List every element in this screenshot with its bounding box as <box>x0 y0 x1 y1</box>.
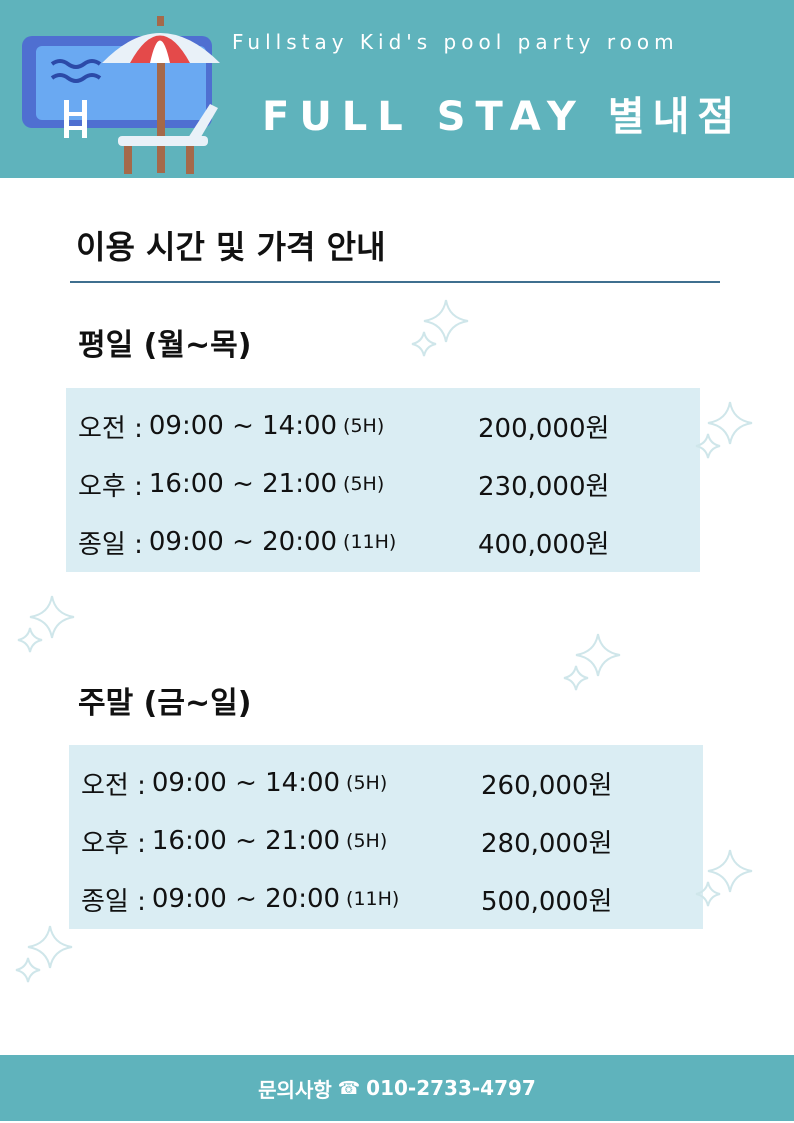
sparkle-icon <box>563 633 621 691</box>
slot-label: 종일 : <box>78 529 143 560</box>
weekend-price-box: 오전 : 09:00 ~ 14:00 (5H) 260,000원 오후 : 16… <box>69 745 703 929</box>
sparkle-icon <box>411 299 469 357</box>
weekend-title: 주말 (금~일) <box>78 686 252 721</box>
price: 400,000원 <box>478 529 610 560</box>
contact-footer: 문의사항 ☎ 010-2733-4797 <box>0 1055 794 1121</box>
sparkle-icon <box>17 595 75 653</box>
price-row: 종일 : 09:00 ~ 20:00 (11H) 500,000원 <box>81 879 612 919</box>
duration: (5H) <box>346 830 388 852</box>
price-row: 오후 : 16:00 ~ 21:00 (5H) 280,000원 <box>81 821 612 861</box>
price: 230,000원 <box>478 471 610 502</box>
time-range: 09:00 ~ 14:00 <box>148 411 338 441</box>
header-banner: Fullstay Kid's pool party room FULL STAY… <box>0 0 794 178</box>
slot-label: 종일 : <box>81 886 146 917</box>
phone-number[interactable]: 010-2733-4797 <box>366 1076 536 1100</box>
pool-umbrella-logo-icon <box>22 16 220 174</box>
price: 200,000원 <box>478 413 610 444</box>
contact-label: 문의사항 <box>258 1077 332 1102</box>
page-title: 이용 시간 및 가격 안내 <box>76 228 386 266</box>
sparkle-icon <box>695 849 753 907</box>
price: 500,000원 <box>481 886 613 917</box>
header-subtitle: Fullstay Kid's pool party room <box>232 30 679 54</box>
weekday-title: 평일 (월~목) <box>78 328 252 363</box>
brand-title: FULL STAY 별내점 <box>262 84 742 142</box>
price-row: 종일 : 09:00 ~ 20:00 (11H) 400,000원 <box>78 522 609 562</box>
time-range: 09:00 ~ 20:00 <box>148 527 338 557</box>
brand-name: FULL STAY <box>262 94 586 140</box>
slot-label: 오후 : <box>81 828 146 859</box>
branch-name: 별내점 <box>607 94 743 140</box>
time-range: 16:00 ~ 21:00 <box>151 826 341 856</box>
time-range: 16:00 ~ 21:00 <box>148 469 338 499</box>
time-range: 09:00 ~ 20:00 <box>151 884 341 914</box>
slot-label: 오전 : <box>81 770 146 801</box>
weekday-price-box: 오전 : 09:00 ~ 14:00 (5H) 200,000원 오후 : 16… <box>66 388 700 572</box>
time-range: 09:00 ~ 14:00 <box>151 768 341 798</box>
duration: (5H) <box>346 772 388 794</box>
duration: (11H) <box>346 888 400 910</box>
price: 260,000원 <box>481 770 613 801</box>
slot-label: 오후 : <box>78 471 143 502</box>
price-row: 오전 : 09:00 ~ 14:00 (5H) 200,000원 <box>78 406 609 446</box>
duration: (5H) <box>343 473 385 495</box>
price-row: 오후 : 16:00 ~ 21:00 (5H) 230,000원 <box>78 464 609 504</box>
duration: (5H) <box>343 415 385 437</box>
price: 280,000원 <box>481 828 613 859</box>
price-row: 오전 : 09:00 ~ 14:00 (5H) 260,000원 <box>81 763 612 803</box>
sparkle-icon <box>15 925 73 983</box>
phone-icon: ☎ <box>337 1077 361 1099</box>
sparkle-icon <box>695 401 753 459</box>
duration: (11H) <box>343 531 397 553</box>
title-divider <box>70 281 720 283</box>
slot-label: 오전 : <box>78 413 143 444</box>
